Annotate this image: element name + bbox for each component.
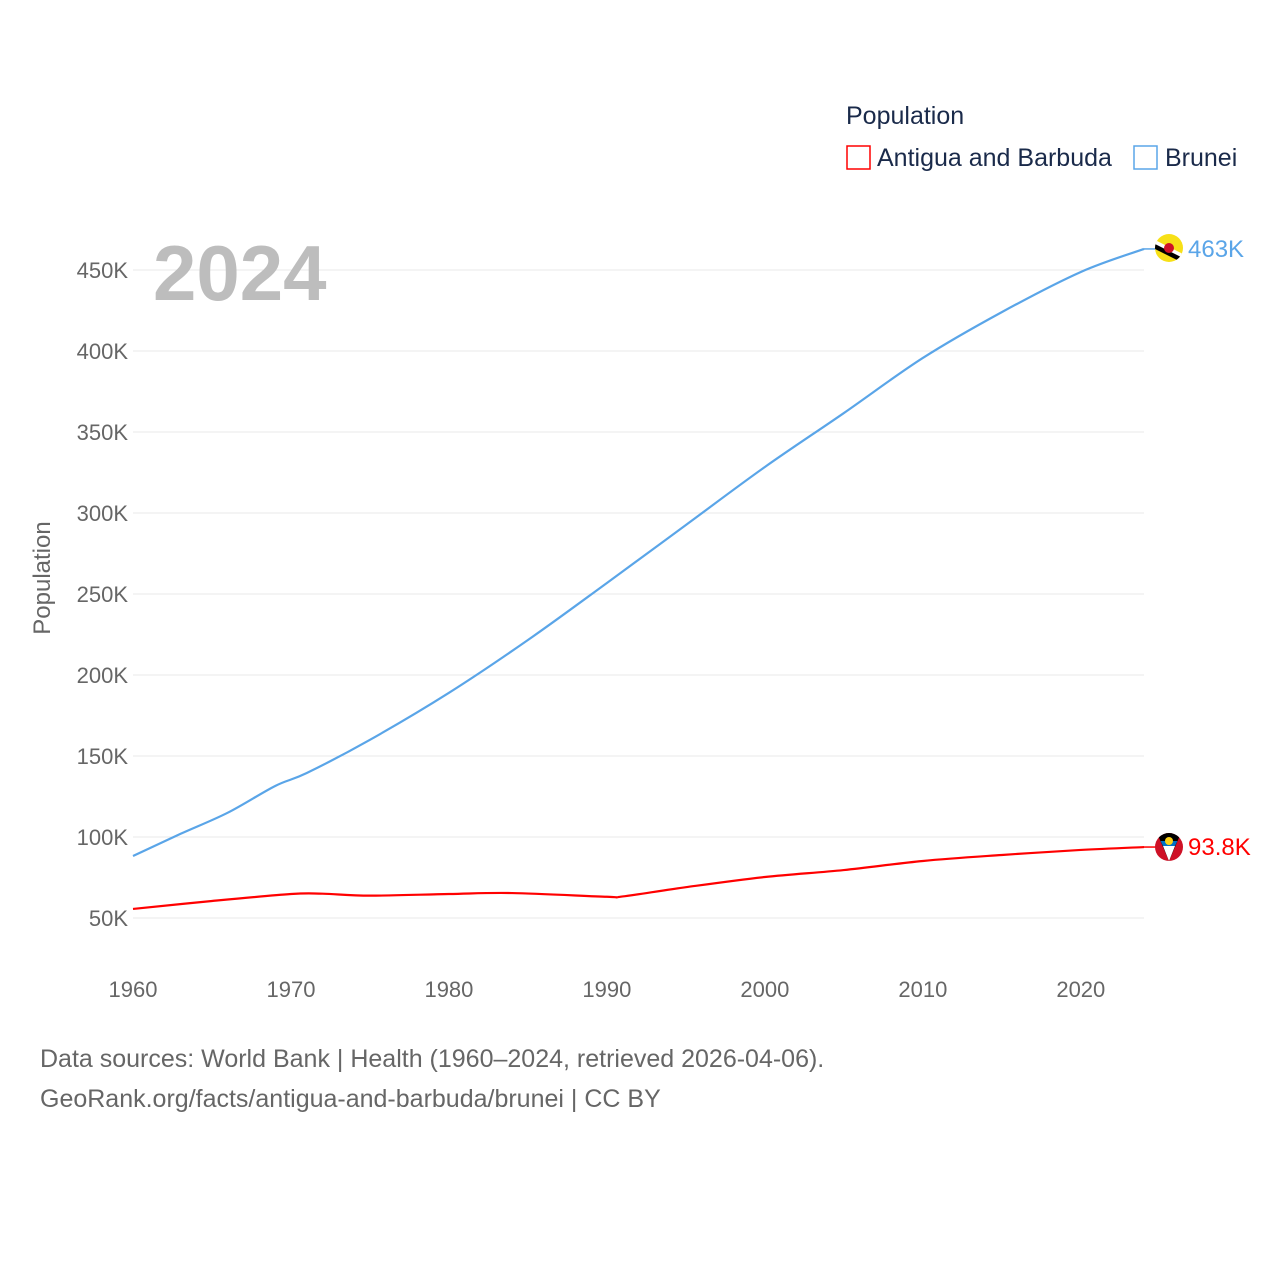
end-labels: 93.8K 463K — [1144, 236, 1251, 861]
gridlines — [133, 269, 1144, 919]
x-tick-label: 1970 — [266, 977, 315, 1002]
x-tick-label: 2010 — [898, 977, 947, 1002]
y-axis-ticks: 50K 100K 150K 200K 250K 300K 350K 400K 450K — [77, 258, 129, 931]
y-tick-label: 300K — [77, 501, 129, 526]
y-tick-label: 200K — [77, 663, 129, 688]
end-value-label: 93.8K — [1188, 834, 1251, 861]
legend-label-antigua: Antigua and Barbuda — [877, 144, 1112, 172]
x-tick-label: 1990 — [582, 977, 631, 1002]
y-axis-label: Population — [29, 521, 56, 634]
legend-item-antigua[interactable]: Antigua and Barbuda — [846, 144, 1112, 172]
x-tick-label: 2020 — [1056, 977, 1105, 1002]
x-tick-label: 1960 — [109, 977, 158, 1002]
y-tick-label: 100K — [77, 825, 129, 850]
legend-item-brunei[interactable]: Brunei — [1133, 144, 1237, 172]
series-line-antigua — [132, 845, 1145, 911]
legend-swatch-antigua — [846, 145, 871, 170]
footer-link[interactable]: GeoRank.org/facts/antigua-and-barbuda/br… — [40, 1085, 661, 1113]
x-axis-ticks: 1960 1970 1980 1990 2000 2010 2020 — [109, 977, 1106, 1002]
x-tick-label: 2000 — [740, 977, 789, 1002]
y-tick-label: 400K — [77, 339, 129, 364]
year-watermark: 2024 — [153, 229, 327, 317]
y-tick-label: 50K — [89, 906, 128, 931]
y-tick-label: 450K — [77, 258, 129, 283]
legend-label-brunei: Brunei — [1165, 144, 1237, 172]
y-tick-label: 350K — [77, 420, 129, 445]
legend-swatch-brunei — [1133, 145, 1158, 170]
legend-title: Population — [846, 102, 964, 130]
end-value-label: 463K — [1188, 236, 1244, 263]
antigua-flag-icon — [1155, 833, 1183, 861]
series-lines — [132, 247, 1145, 911]
y-tick-label: 150K — [77, 744, 129, 769]
x-tick-label: 1980 — [424, 977, 473, 1002]
y-tick-label: 250K — [77, 582, 129, 607]
footer-sources: Data sources: World Bank | Health (1960–… — [40, 1045, 825, 1073]
brunei-flag-icon — [1155, 234, 1183, 262]
series-line-brunei — [132, 247, 1145, 857]
legend: Population Antigua and Barbuda Brunei — [846, 102, 1237, 172]
